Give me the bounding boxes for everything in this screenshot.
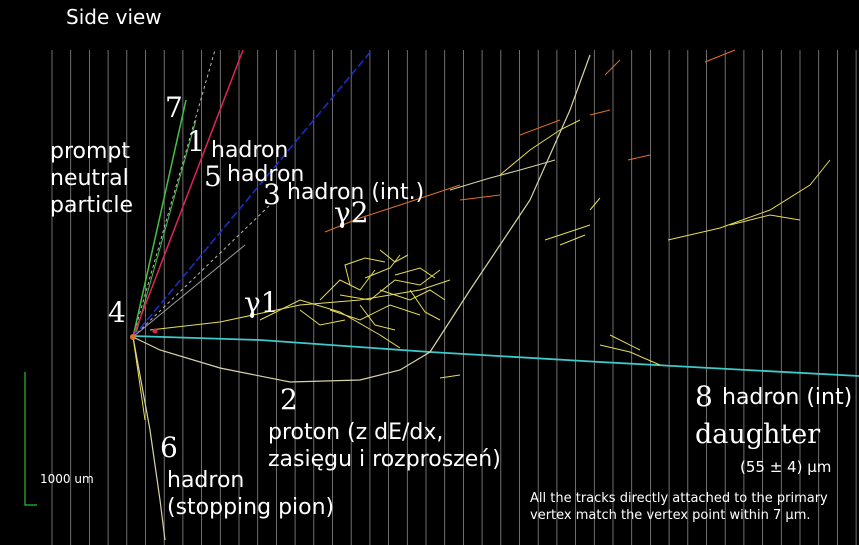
title: Side view — [66, 5, 162, 29]
track-6-text-line-2: (stopping pion) — [167, 495, 335, 520]
track-7-line — [132, 99, 187, 338]
prompt-label-line-1: prompt — [50, 139, 131, 164]
track-7-number: 7 — [165, 91, 183, 124]
track-6-line — [132, 336, 166, 541]
track-8-text: hadron (int) — [722, 385, 853, 410]
scale-bar — [24, 372, 37, 506]
track-5-number: 5 — [204, 160, 222, 193]
track-2-number: 2 — [280, 383, 298, 416]
primary-vertex — [130, 334, 136, 340]
track-6-line — [132, 336, 146, 421]
vertex-label: 4 — [108, 296, 126, 329]
track-8-line — [132, 335, 859, 377]
track-3-number: 3 — [263, 178, 281, 211]
track-1-line — [132, 49, 244, 338]
track-2-text-line-1: proton (z dE/dx, — [268, 420, 444, 445]
note-line-2: vertex match the vertex point within 7 μ… — [530, 508, 811, 523]
daughter-label: daughter — [695, 419, 821, 450]
prompt-label-line-3: particle — [50, 193, 133, 218]
gamma-1-shower — [149, 249, 451, 349]
gamma-1-label: γ1 — [244, 286, 279, 319]
track-8-number: 8 — [695, 380, 713, 413]
track-2-text-line-2: zasięgu i rozproszeń) — [268, 447, 501, 472]
note-line-1: All the tracks directly attached to the … — [530, 491, 828, 506]
gamma-2-label: γ2 — [334, 196, 369, 229]
grid-lines — [51, 50, 857, 545]
track-2-line — [132, 54, 591, 383]
gamma-2-shower — [324, 49, 831, 379]
track-1-number: 1 — [187, 125, 205, 158]
track-7-line — [134, 119, 197, 338]
track-3-line — [132, 244, 246, 338]
track-3-text: hadron (int.) — [287, 180, 425, 205]
neutral-dashed-track — [132, 49, 216, 338]
track-6-text-line-1: hadron — [167, 468, 245, 493]
track-6-number: 6 — [160, 431, 178, 464]
track-5-text: hadron — [227, 162, 305, 187]
secondary-vertex — [152, 328, 158, 334]
track-1-text: hadron — [211, 138, 289, 163]
track-5-line — [132, 49, 373, 338]
prompt-label-line-2: neutral — [50, 166, 129, 191]
daughter-length: (55 ± 4) μm — [740, 458, 832, 476]
scale-label: 1000 um — [40, 472, 94, 486]
neutral-dashed-track — [132, 204, 271, 338]
